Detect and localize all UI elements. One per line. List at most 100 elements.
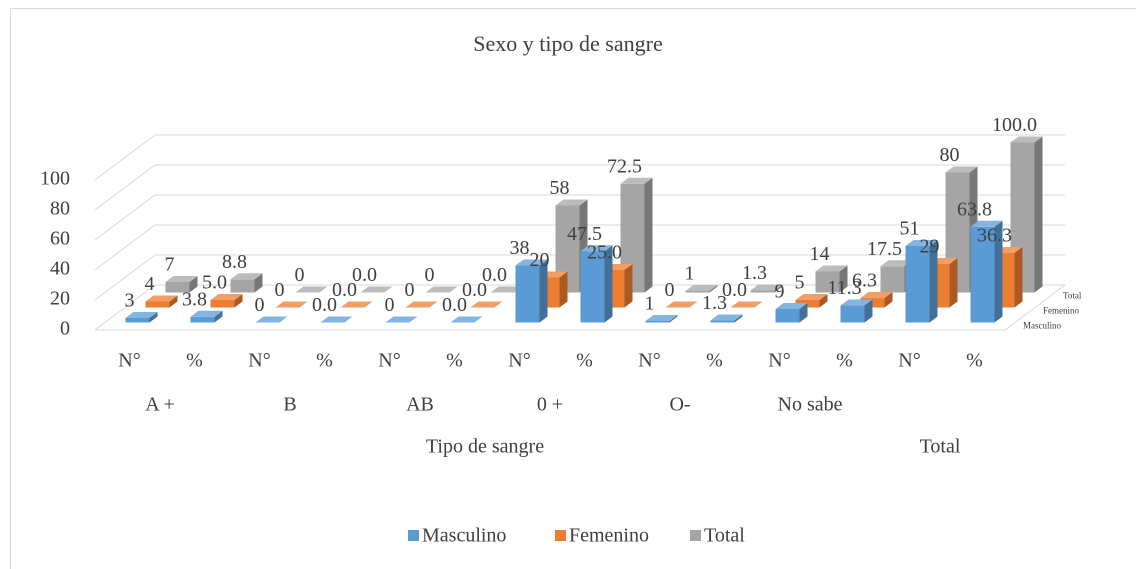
bar-top — [880, 260, 913, 267]
bar-top — [730, 301, 763, 308]
bar-side — [994, 220, 1003, 323]
x-tick-label: N° — [898, 350, 920, 372]
depth-label: Masculino — [1023, 321, 1061, 331]
depth-label: Femenino — [1043, 306, 1079, 316]
value-label: 14 — [810, 243, 830, 265]
legend-label: Masculino — [422, 525, 506, 547]
bar-top — [555, 199, 588, 206]
x-tick-label: % — [446, 350, 463, 372]
bar-front — [580, 251, 605, 323]
value-label: 47.5 — [567, 223, 602, 245]
value-label: 100.0 — [992, 114, 1037, 136]
value-label: 6.3 — [852, 270, 877, 292]
bar-top — [405, 301, 438, 308]
bar-side — [1034, 136, 1043, 293]
bar-top — [470, 301, 503, 308]
bar — [405, 301, 438, 308]
bar — [450, 316, 483, 323]
bar-top — [645, 315, 678, 321]
value-label: 0.0 — [482, 264, 507, 286]
bar — [665, 301, 698, 308]
value-label: 72.5 — [607, 155, 642, 177]
group-label: B — [283, 394, 296, 416]
bar-front — [840, 305, 865, 323]
value-label: 0 — [255, 294, 265, 316]
bar-top — [490, 286, 523, 293]
bar-front — [210, 300, 235, 308]
bar — [905, 240, 938, 323]
bar-top — [210, 294, 243, 300]
value-label: 20 — [530, 249, 550, 271]
y-tick-label: 40 — [50, 258, 70, 280]
value-label: 80 — [940, 144, 960, 166]
group-label: A + — [145, 394, 175, 416]
bar-side — [624, 264, 633, 308]
bar — [580, 245, 613, 323]
legend-label: Femenino — [569, 525, 649, 547]
bar — [815, 265, 848, 293]
value-label: 58 — [550, 177, 570, 199]
value-label: 51 — [900, 218, 920, 240]
bar — [490, 286, 523, 293]
bar-side — [864, 299, 873, 323]
bar-top — [750, 284, 783, 291]
bar — [210, 294, 243, 308]
x-tick-label: N° — [508, 350, 530, 372]
bar-front — [165, 282, 190, 293]
bar-side — [559, 271, 568, 308]
bar-side — [669, 315, 678, 323]
bar — [255, 316, 288, 323]
bar-front — [775, 309, 800, 323]
bar — [295, 286, 328, 293]
bar — [360, 286, 393, 293]
bar-front — [190, 316, 215, 323]
bar-top — [145, 295, 178, 302]
value-label: 3.8 — [182, 288, 207, 310]
bar-top — [320, 316, 353, 323]
bar-top — [905, 240, 938, 246]
bar-front — [750, 290, 775, 293]
bar — [340, 301, 373, 308]
bar-side — [839, 265, 848, 293]
bar-top — [620, 177, 653, 184]
group-label: O- — [669, 394, 690, 416]
x-tick-label: N° — [638, 350, 660, 372]
x-tick-label: % — [186, 350, 203, 372]
value-label: 8.8 — [222, 251, 247, 273]
bar — [125, 312, 158, 323]
bar-side — [1014, 247, 1023, 308]
bar-top — [945, 166, 978, 173]
bar — [750, 284, 783, 293]
bar-front — [905, 246, 930, 323]
value-label: 0 — [275, 279, 285, 301]
bar — [165, 276, 198, 293]
bar-side — [149, 312, 158, 323]
bar — [970, 220, 1003, 323]
bar — [840, 299, 873, 323]
bar-top — [385, 316, 418, 323]
bar — [145, 295, 178, 308]
bar-top — [860, 292, 893, 299]
legend-label: Total — [704, 525, 745, 547]
bar-front — [125, 318, 150, 323]
bar-front — [970, 226, 995, 323]
bar-front — [685, 291, 710, 293]
depth-label: Total — [1063, 291, 1082, 301]
bar-top — [795, 294, 828, 300]
group-label: 0 + — [537, 394, 563, 416]
bar — [230, 273, 263, 293]
y-tick-label: 0 — [60, 318, 70, 340]
bar — [710, 314, 743, 323]
bar-front — [815, 271, 840, 293]
value-label: 5 — [795, 272, 805, 294]
bar-front — [880, 266, 905, 293]
bar-front — [710, 320, 735, 323]
value-label: 3 — [125, 290, 135, 312]
group-label: AB — [406, 394, 434, 416]
bar-top — [775, 303, 808, 309]
value-label: 0 — [295, 264, 305, 286]
bar-side — [189, 276, 198, 293]
bar-top — [165, 276, 198, 282]
bar-top — [1010, 136, 1043, 143]
legend-swatch — [408, 530, 419, 541]
